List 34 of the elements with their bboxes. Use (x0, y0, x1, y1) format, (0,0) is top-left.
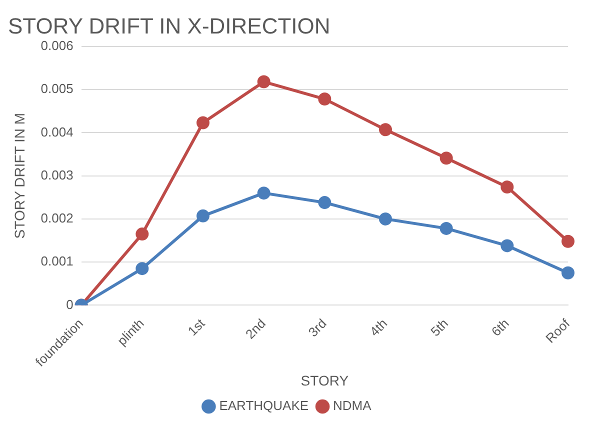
legend-label: NDMA (333, 398, 372, 414)
point (440, 152, 453, 165)
point (379, 212, 392, 226)
x-tick-label: 5th (428, 316, 451, 340)
x-tick-label: 1st (184, 316, 208, 339)
y-tick-label: 0.006 (40, 38, 74, 53)
y-tick-label: 0 (66, 296, 74, 312)
point (500, 180, 514, 194)
point (318, 92, 332, 106)
point (440, 222, 453, 235)
point (379, 123, 392, 136)
y-tick-label: 0.004 (40, 124, 74, 140)
y-axis-title: STORY DRIFT IN M (11, 112, 28, 239)
legend-label: EARTHQUAKE (219, 398, 309, 414)
point (136, 262, 149, 276)
point (196, 116, 210, 130)
point (257, 186, 270, 200)
point (500, 239, 514, 252)
y-tick-label: 0.003 (40, 167, 74, 182)
point (318, 196, 332, 210)
x-tick-label: 6th (488, 316, 512, 340)
chart-title: STORY DRIFT IN X-DIRECTION (8, 13, 330, 38)
y-tick-label: 0.001 (40, 254, 74, 269)
point (196, 209, 210, 222)
point (257, 75, 270, 88)
x-axis-title: STORY (300, 372, 350, 388)
x-tick-label: 4th (366, 316, 390, 340)
x-tick-label: 3rd (305, 316, 330, 340)
y-tick-label: 0.005 (40, 81, 74, 96)
point (562, 266, 574, 280)
x-tick-label: 2nd (242, 316, 268, 342)
point (562, 234, 574, 248)
point (136, 228, 149, 241)
y-tick-label: 0.002 (40, 210, 74, 226)
